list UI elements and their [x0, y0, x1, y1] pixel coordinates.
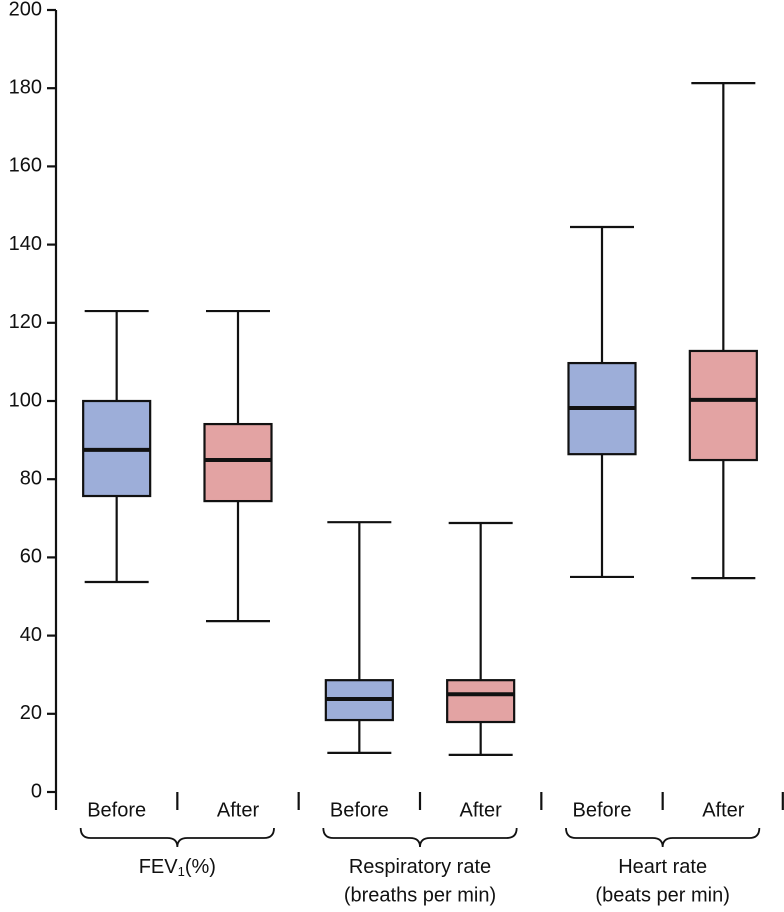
y-tick-label: 120 — [9, 311, 42, 333]
y-tick-label: 80 — [20, 467, 42, 489]
y-tick-label: 0 — [31, 780, 42, 802]
x-tick-label: Before — [573, 799, 632, 821]
group-label: Heart rate — [618, 856, 707, 878]
x-tick-label: After — [217, 799, 260, 821]
y-tick-label: 180 — [9, 76, 42, 98]
y-tick-label: 140 — [9, 233, 42, 255]
box — [203, 422, 273, 503]
group-label: Respiratory rate — [349, 856, 491, 878]
group-label-line2: (beats per min) — [595, 884, 730, 906]
group-label: FEV1(%) — [139, 856, 216, 879]
x-tick-label: Before — [330, 799, 389, 821]
group-label-text: FEV — [139, 856, 179, 878]
x-tick-label: After — [460, 799, 503, 821]
brace — [322, 827, 518, 848]
y-tick-label: 60 — [20, 546, 42, 568]
brace — [565, 827, 761, 848]
group-label-subscript: 1 — [178, 864, 185, 879]
y-tick-label: 160 — [9, 155, 42, 177]
group-label-text: Respiratory rate — [349, 856, 491, 878]
y-tick-label: 20 — [20, 702, 42, 724]
x-tick-label: Before — [87, 799, 146, 821]
group-label-line2: (breaths per min) — [344, 884, 496, 906]
brace — [79, 827, 275, 848]
box — [688, 349, 758, 462]
box — [446, 679, 516, 724]
y-tick-label: 40 — [20, 624, 42, 646]
group-label-suffix: (%) — [185, 856, 216, 878]
group-label-text: Heart rate — [618, 856, 707, 878]
y-tick-label: 100 — [9, 389, 42, 411]
y-tick-label: 200 — [9, 0, 42, 20]
x-tick-label: After — [702, 799, 745, 821]
